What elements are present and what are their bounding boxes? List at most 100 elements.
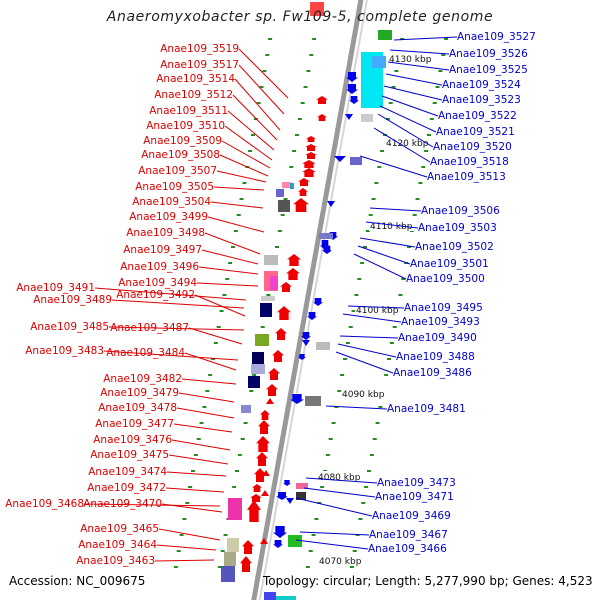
gene-label-left[interactable]: Anae109_3468 [5,498,84,510]
gene-label-right[interactable]: Anae109_3503 [418,222,497,234]
track-tick [364,486,369,488]
gene-label-left[interactable]: Anae109_3479 [100,387,179,399]
gene-label-right[interactable]: Anae109_3521 [436,126,515,138]
gene-label-left[interactable]: Anae109_3511 [149,105,228,117]
gene-label-right[interactable]: Anae109_3506 [421,205,500,217]
gene-label-left[interactable]: Anae109_3484 [106,347,185,359]
track-tick [308,550,313,552]
gene-label-left[interactable]: Anae109_3464 [78,539,157,551]
track-tick [230,246,235,248]
gene-label-right[interactable]: Anae109_3473 [377,477,456,489]
track-tick [337,390,342,392]
gene-label-left[interactable]: Anae109_3492 [116,289,195,301]
gene-label-left[interactable]: Anae109_3489 [33,294,112,306]
gene-label-left[interactable]: Anae109_3519 [160,43,239,55]
gene-label-left[interactable]: Anae109_3487 [110,322,189,334]
track-tick [205,390,210,392]
track-tick [266,294,271,296]
gene-label-right[interactable]: Anae109_3526 [449,48,528,60]
gene-label-left[interactable]: Anae109_3472 [87,482,166,494]
gene-label-left[interactable]: Anae109_3474 [88,466,167,478]
gene-label-left[interactable]: Anae109_3483 [25,345,104,357]
track-tick [219,310,224,312]
gene-label-left[interactable]: Anae109_3499 [129,211,208,223]
gene-label-left[interactable]: Anae109_3494 [118,277,197,289]
track-tick [371,198,376,200]
track-tick [358,518,363,520]
leader-line [219,154,269,177]
gene-label-right[interactable]: Anae109_3513 [427,171,506,183]
track-tick [182,518,187,520]
gene-label-left[interactable]: Anae109_3512 [154,89,233,101]
gene-label-left[interactable]: Anae109_3514 [156,73,235,85]
gene-label-left[interactable]: Anae109_3478 [98,402,177,414]
leader-line [389,49,450,55]
gene-label-right[interactable]: Anae109_3495 [404,302,483,314]
track-tick [289,166,294,168]
gene-label-right[interactable]: Anae109_3486 [393,367,472,379]
gene-label-left[interactable]: Anae109_3482 [103,373,182,385]
gene-label-right[interactable]: Anae109_3466 [368,543,447,555]
track-tick [421,166,426,168]
gene-label-left[interactable]: Anae109_3496 [120,261,199,273]
gene-label-right[interactable]: Anae109_3525 [449,64,528,76]
gene-label-left[interactable]: Anae109_3498 [126,227,205,239]
gene-label-right[interactable]: Anae109_3490 [398,332,477,344]
gene-label-right[interactable]: Anae109_3523 [442,94,521,106]
gene-label-left[interactable]: Anae109_3510 [146,120,225,132]
track-tick [297,118,302,120]
track-tick [268,38,273,40]
gene-label-left[interactable]: Anae109_3475 [90,449,169,461]
gene-label-right[interactable]: Anae109_3524 [442,79,521,91]
leader-line [353,253,407,280]
gene-label-right[interactable]: Anae109_3501 [410,258,489,270]
gene-label-left[interactable]: Anae109_3465 [80,523,159,535]
gene-label-left[interactable]: Anae109_3504 [132,196,211,208]
track-tick [199,422,204,424]
gene-block [350,157,362,165]
gene-label-right[interactable]: Anae109_3467 [369,529,448,541]
gene-label-left[interactable]: Anae109_3470 [83,498,162,510]
track-tick [340,374,345,376]
gene-label-right[interactable]: Anae109_3518 [430,156,509,168]
gene-label-right[interactable]: Anae109_3471 [375,491,454,503]
track-tick [441,54,446,56]
gene-label-left[interactable]: Anae109_3463 [76,555,155,567]
gene-label-right[interactable]: Anae109_3488 [396,351,475,363]
leader-line [357,245,411,265]
gene-label-left[interactable]: Anae109_3517 [160,59,239,71]
gene-label-left[interactable]: Anae109_3509 [143,135,222,147]
gene-label-right[interactable]: Anae109_3500 [406,273,485,285]
leader-line [204,232,261,255]
gene-label-right[interactable]: Anae109_3469 [372,510,451,522]
gene-label-right[interactable]: Anae109_3527 [457,31,536,43]
gene-arrow [256,436,270,452]
track-tick [173,566,178,568]
track-tick [233,230,238,232]
gene-arrow [242,540,254,554]
track-tick [239,198,244,200]
gene-label-left[interactable]: Anae109_3505 [135,181,214,193]
gene-label-left[interactable]: Anae109_3508 [141,149,220,161]
leader-line [184,352,237,371]
gene-block [264,255,278,265]
gene-label-right[interactable]: Anae109_3502 [415,241,494,253]
gene-arrow [254,468,266,482]
gene-label-left[interactable]: Anae109_3485 [30,321,109,333]
track-tick [217,566,222,568]
gene-label-right[interactable]: Anae109_3493 [401,316,480,328]
gene-block [361,114,373,122]
gene-label-right[interactable]: Anae109_3522 [438,110,517,122]
track-tick [406,246,411,248]
gene-label-left[interactable]: Anae109_3477 [95,418,174,430]
gene-block [228,498,242,520]
gene-label-left[interactable]: Anae109_3507 [138,165,217,177]
gene-label-left[interactable]: Anae109_3497 [123,244,202,256]
gene-label-right[interactable]: Anae109_3520 [433,141,512,153]
gene-label-left[interactable]: Anae109_3491 [16,282,95,294]
track-tick [314,518,319,520]
backbone-line [251,0,364,600]
gene-label-left[interactable]: Anae109_3476 [93,434,172,446]
gene-label-right[interactable]: Anae109_3481 [387,403,466,415]
